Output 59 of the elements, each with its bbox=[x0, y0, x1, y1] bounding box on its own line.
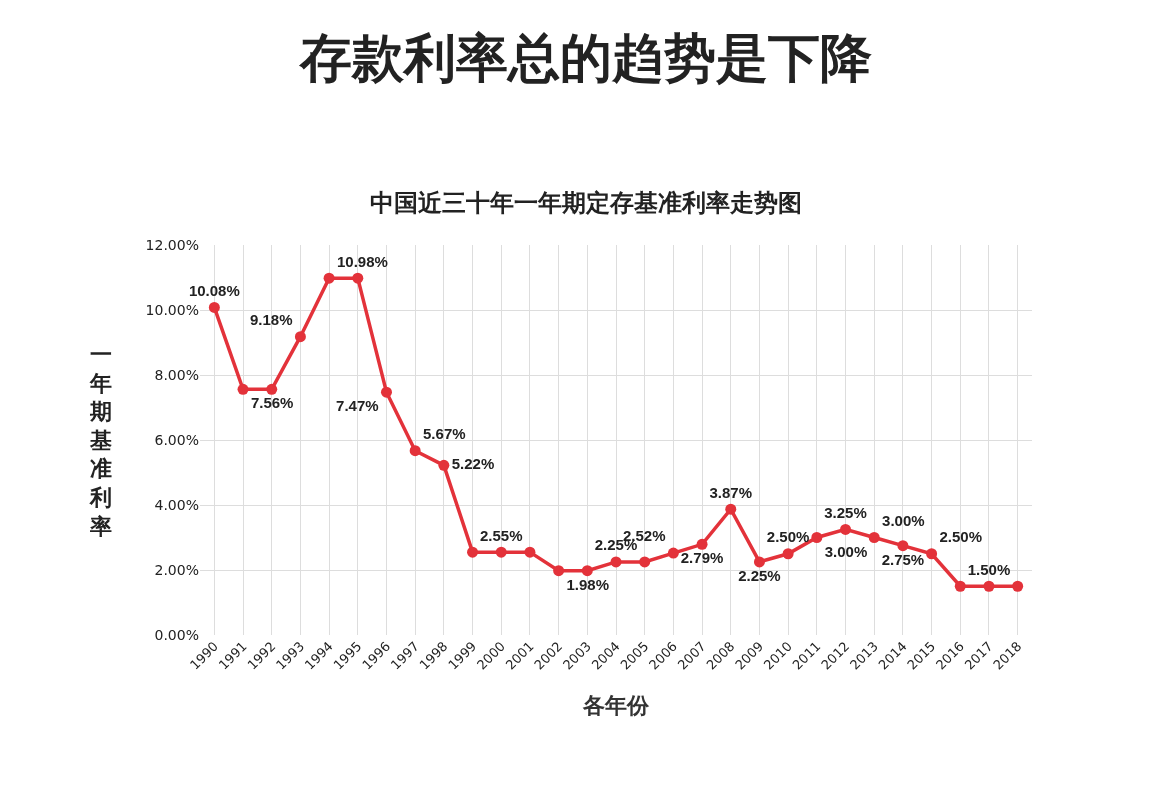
point bbox=[926, 548, 938, 560]
point bbox=[524, 546, 536, 558]
point bbox=[553, 565, 565, 577]
data-label: 5.22% bbox=[451, 455, 495, 473]
point bbox=[1012, 580, 1024, 592]
data-label: 2.79% bbox=[680, 549, 724, 567]
data-label: 5.67% bbox=[423, 425, 466, 443]
point bbox=[811, 532, 823, 543]
point bbox=[495, 546, 507, 558]
point bbox=[954, 580, 966, 592]
point bbox=[409, 445, 421, 457]
data-label: 2.50% bbox=[766, 528, 810, 546]
x-axis-title: 各年份 bbox=[582, 692, 650, 718]
data-label: 2.50% bbox=[939, 528, 983, 546]
data-label: 3.25% bbox=[824, 503, 867, 521]
point bbox=[208, 301, 220, 313]
point bbox=[868, 532, 880, 543]
point bbox=[294, 331, 306, 343]
data-label: 9.18% bbox=[249, 311, 293, 329]
data-label: 2.75% bbox=[881, 550, 925, 568]
y-tick-label: 2.00% bbox=[154, 561, 199, 578]
point bbox=[352, 272, 364, 284]
point bbox=[610, 556, 622, 568]
point bbox=[438, 459, 450, 471]
data-label: 10.08% bbox=[188, 281, 240, 299]
data-label: 1.98% bbox=[566, 575, 610, 593]
point bbox=[753, 556, 765, 568]
y-axis-title: 一年期基准利率 bbox=[89, 342, 112, 539]
point bbox=[323, 272, 335, 284]
y-tick-label: 0.00% bbox=[154, 626, 199, 643]
data-label: 3.87% bbox=[709, 483, 753, 501]
data-label: 3.00% bbox=[882, 511, 925, 529]
point bbox=[725, 503, 737, 515]
data-label: 7.56% bbox=[250, 394, 294, 412]
y-tick-label: 8.00% bbox=[154, 366, 199, 383]
chart-title: 存款利率总的趋势是下降 bbox=[298, 28, 872, 88]
point bbox=[840, 523, 852, 535]
data-label: 2.55% bbox=[479, 526, 523, 544]
chart-subtitle: 中国近三十年一年期定存基准利率走势图 bbox=[370, 189, 802, 218]
point bbox=[667, 547, 679, 559]
data-label: 10.98% bbox=[336, 252, 388, 270]
point bbox=[467, 546, 479, 558]
point bbox=[380, 386, 392, 398]
point bbox=[782, 548, 794, 560]
point bbox=[897, 540, 909, 552]
point bbox=[237, 383, 249, 395]
data-label: 7.47% bbox=[336, 397, 379, 415]
point bbox=[581, 565, 593, 577]
point bbox=[696, 538, 708, 550]
point bbox=[983, 580, 995, 592]
data-label: 2.25% bbox=[738, 567, 781, 585]
data-label: 3.00% bbox=[824, 542, 868, 560]
data-label: 1.50% bbox=[967, 560, 1011, 578]
y-tick-label: 6.00% bbox=[154, 431, 199, 448]
point bbox=[639, 556, 651, 568]
y-tick-label: 12.00% bbox=[145, 236, 199, 253]
y-tick-label: 4.00% bbox=[154, 496, 199, 513]
point bbox=[266, 383, 278, 395]
y-tick-label: 10.00% bbox=[145, 301, 199, 318]
